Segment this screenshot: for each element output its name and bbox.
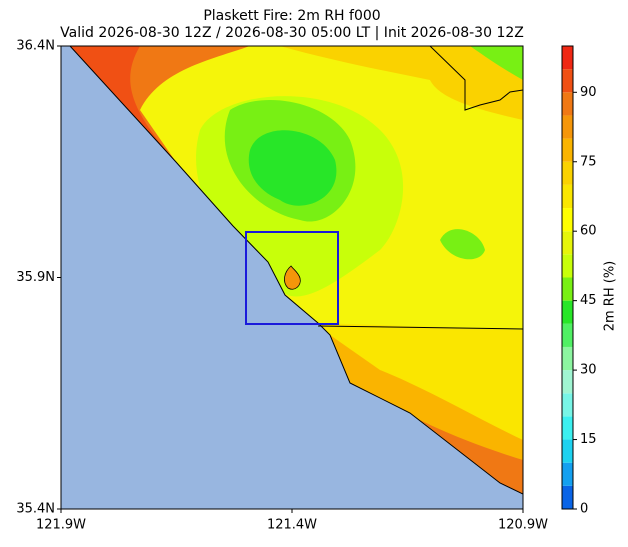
colorbar-segment [562, 277, 573, 301]
colorbar-segment [562, 370, 573, 394]
lon-tick-label: 121.4W [267, 518, 317, 533]
lon-tick-label: 121.9W [36, 518, 86, 533]
colorbar-tick-label: 75 [580, 154, 597, 169]
map [61, 46, 523, 509]
colorbar-tick-label: 30 [580, 363, 597, 378]
colorbar-frame [561, 45, 574, 510]
colorbar-segment [562, 69, 573, 93]
colorbar-segment [562, 300, 573, 324]
colorbar-tick-label: 90 [580, 85, 597, 100]
lat-tick-label: 35.9N [16, 270, 55, 285]
colorbar-segment [562, 184, 573, 209]
colorbar-label: 2m RH (%) [603, 261, 618, 332]
colorbar-tick-label: 0 [580, 502, 588, 517]
colorbar-tick-label: 15 [580, 432, 597, 447]
lat-tick-label: 35.4N [16, 502, 55, 517]
colorbar-segment [562, 462, 573, 486]
colorbar-segment [562, 231, 573, 255]
colorbar-segment [562, 161, 573, 185]
lon-tick-label: 120.9W [498, 518, 548, 533]
subtitle: Valid 2026-08-30 12Z / 2026-08-30 05:00 … [60, 25, 524, 41]
colorbar-segment [562, 208, 573, 232]
colorbar-segment [562, 439, 573, 463]
title: Plaskett Fire: 2m RH f000 [203, 8, 380, 24]
colorbar-segment [562, 323, 573, 347]
colorbar-segment [562, 393, 573, 417]
lat-tick-label: 36.4N [16, 39, 55, 54]
colorbar-segment [562, 115, 573, 139]
colorbar-segment [562, 346, 573, 371]
colorbar-segment [562, 46, 573, 70]
colorbar-segment [562, 138, 573, 162]
colorbar-tick-label: 45 [580, 293, 597, 308]
colorbar-segment [562, 416, 573, 440]
colorbar-segment [562, 485, 573, 509]
colorbar-segment [562, 92, 573, 116]
colorbar-segment [562, 254, 573, 278]
colorbar-tick-label: 60 [580, 224, 597, 239]
